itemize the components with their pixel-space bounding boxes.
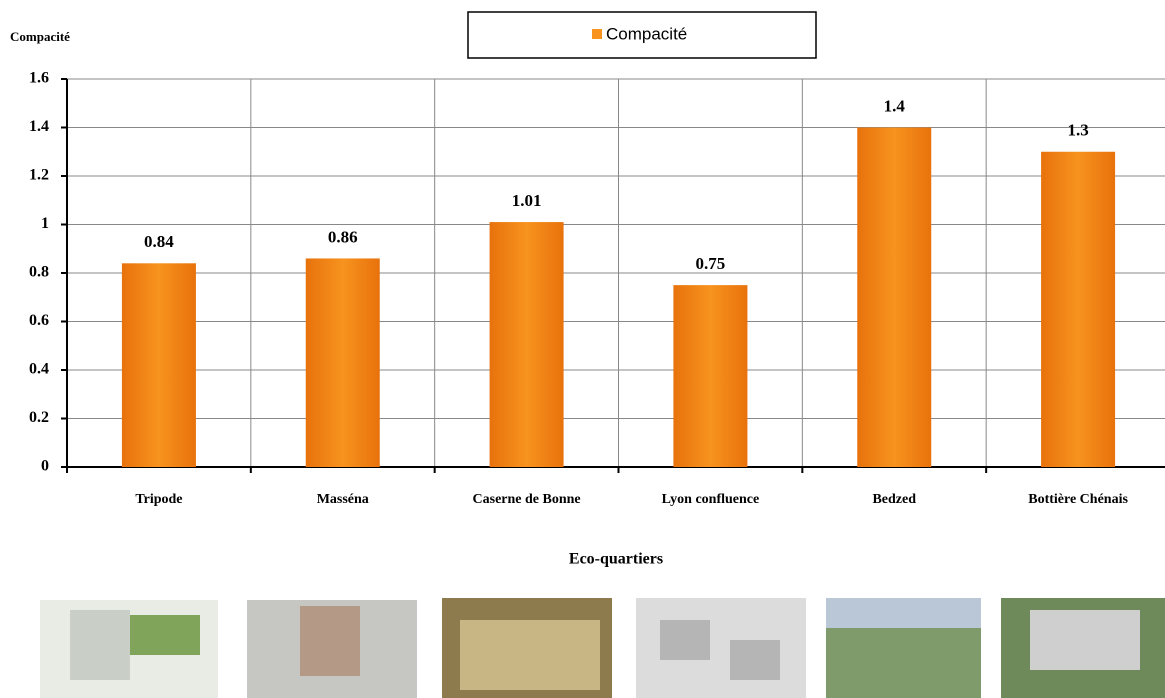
thumbnails	[40, 598, 1165, 698]
thumbnail-shape	[660, 620, 710, 660]
x-tick-label: Bottière Chénais	[1028, 492, 1128, 507]
value-label: 0.84	[144, 232, 174, 251]
y-tick-label: 0.6	[29, 312, 49, 329]
y-axis-label: Compacité	[10, 29, 70, 44]
bar	[857, 127, 932, 467]
bar	[1041, 151, 1116, 467]
y-tick-label: 0	[41, 458, 49, 475]
legend-label: Compacité	[606, 24, 687, 43]
thumbnail-shape	[300, 606, 360, 676]
y-tick-label: 1.6	[29, 70, 49, 87]
bar	[673, 285, 748, 467]
y-tick-label: 0.4	[29, 361, 49, 378]
y-tick-label: 1.4	[29, 118, 49, 135]
value-label: 0.75	[696, 254, 726, 273]
bar	[489, 222, 564, 467]
thumbnail-shape	[826, 598, 981, 628]
x-tick-label: Bedzed	[872, 492, 916, 507]
y-tick-label: 1	[41, 215, 49, 232]
x-tick-label: Tripode	[135, 492, 182, 507]
thumbnail-shape	[70, 610, 130, 680]
value-label: 0.86	[328, 227, 358, 246]
thumbnail-shape	[1030, 610, 1140, 670]
value-label: 1.3	[1067, 121, 1088, 140]
y-tick-label: 0.8	[29, 264, 49, 281]
x-tick-label: Lyon confluence	[662, 492, 760, 507]
bar	[305, 258, 380, 467]
x-tick-label: Caserne de Bonne	[473, 492, 581, 507]
value-label: 1.4	[884, 96, 906, 115]
thumbnail-shape	[460, 620, 600, 690]
value-label: 1.01	[512, 191, 542, 210]
legend-box	[467, 11, 817, 59]
x-tick-label: Masséna	[317, 492, 369, 507]
thumbnail-shape	[130, 615, 200, 655]
x-axis-label: Eco-quartiers	[569, 551, 663, 568]
bar	[121, 263, 196, 467]
thumbnail-shape	[730, 640, 780, 680]
legend-swatch	[592, 29, 602, 39]
y-tick-label: 0.2	[29, 409, 49, 426]
y-tick-label: 1.2	[29, 167, 49, 184]
